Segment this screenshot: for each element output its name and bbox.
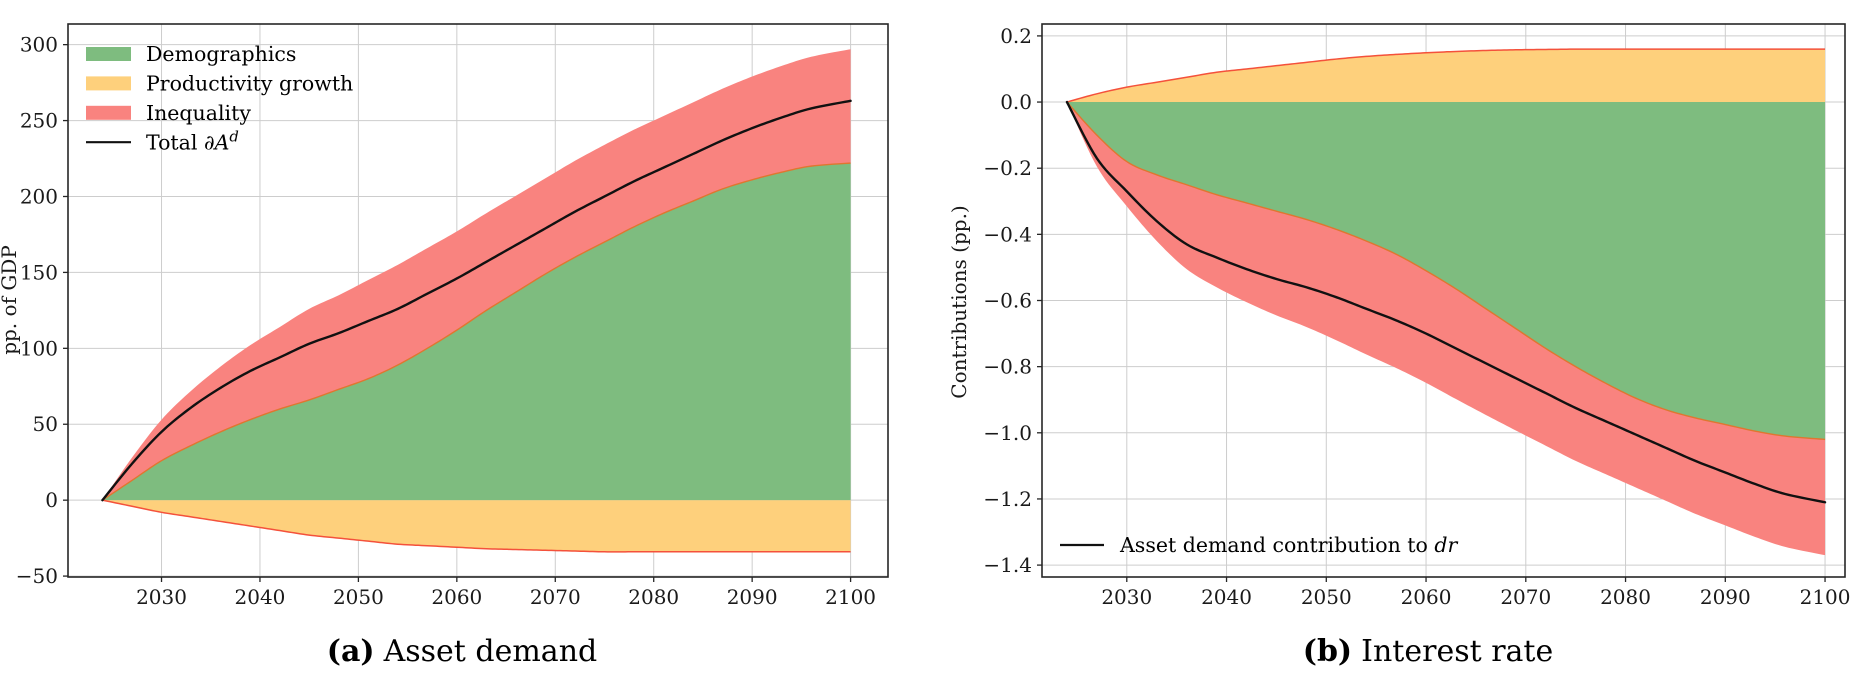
- legend-a: Demographics Productivity growth Inequalit…: [86, 42, 353, 154]
- x-tick-label: 2100: [1800, 585, 1851, 609]
- x-tick-label: 2090: [727, 585, 778, 609]
- axes-spines: [67, 23, 889, 578]
- caption-a-label: (a): [326, 634, 375, 669]
- legend-label: Asset demand contribution to dr: [1119, 533, 1459, 557]
- x-tick-label: 2060: [1401, 585, 1452, 609]
- y-axis-label-a: pp. of GDP: [0, 245, 21, 355]
- y-tick-label: 200: [20, 184, 58, 208]
- y-tick-label: 0: [45, 488, 58, 512]
- legend-label: Total ∂Ad: [146, 128, 239, 154]
- legend-label: Demographics: [146, 42, 296, 66]
- y-tick-label: 300: [20, 33, 58, 57]
- y-tick-label: −0.4: [983, 222, 1032, 246]
- productivity-edge-line: [1066, 48, 1826, 103]
- area-productivity-growth: [102, 500, 851, 552]
- x-tick-label: 2090: [1700, 585, 1751, 609]
- x-tick-label: 2040: [1201, 585, 1252, 609]
- x-tick-label: 2030: [1101, 585, 1152, 609]
- legend-label: Inequality: [146, 101, 251, 125]
- area-inequality: [1066, 102, 1826, 556]
- caption-b: (b) Interest rate: [1303, 634, 1553, 669]
- total-line: [1065, 100, 1827, 504]
- caption-a: (a) Asset demand: [327, 634, 597, 669]
- legend-b: Asset demand contribution to dr: [1060, 533, 1459, 557]
- legend-label: Productivity growth: [146, 72, 353, 96]
- y-tick-label: −50: [16, 564, 58, 588]
- y-tick-label: −1.4: [983, 553, 1032, 577]
- caption-b-label: (b): [1302, 634, 1353, 669]
- legend-swatch-demographics: [86, 47, 131, 61]
- y-tick-label: −0.8: [983, 355, 1032, 379]
- legend-swatch-productivity-growth: [86, 76, 131, 91]
- x-tick-label: 2070: [1500, 585, 1551, 609]
- x-tick-label: 2080: [1600, 585, 1651, 609]
- caption-b-text: Interest rate: [1361, 634, 1554, 669]
- panel-a: 2030 2040 2050 2060 2070 2080 2090 2100 −50 0 50 10…: [0, 23, 889, 609]
- y-tick-label: 250: [20, 109, 58, 133]
- x-tick-label: 2070: [530, 585, 581, 609]
- y-tick-label: 0.0: [1000, 90, 1032, 114]
- legend-swatch-inequality: [86, 105, 131, 120]
- panel-b: 2030 2040 2050 2060 2070 2080 2090 2100 −1.4 −1.2…: [947, 23, 1851, 609]
- y-tick-label: 150: [20, 260, 58, 284]
- y-tick-label: −1.2: [983, 487, 1032, 511]
- area-inequality: [102, 49, 851, 501]
- y-tick-label: −0.2: [983, 156, 1032, 180]
- y-tick-label: 50: [33, 412, 58, 436]
- demographics-inequality-boundary-line: [1066, 101, 1826, 441]
- y-tick-label: 0.2: [1000, 24, 1032, 48]
- demographics-inequality-boundary-line: [102, 162, 851, 501]
- x-tick-label: 2060: [431, 585, 482, 609]
- y-axis-label-b: Contributions (pp.): [947, 205, 971, 398]
- area-demographics: [102, 163, 851, 501]
- x-tick-label: 2080: [628, 585, 679, 609]
- x-tick-label: 2050: [333, 585, 384, 609]
- y-tick-label: −0.6: [983, 289, 1032, 313]
- y-tick-label: 100: [20, 336, 58, 360]
- x-tick-label: 2050: [1301, 585, 1352, 609]
- x-tick-label: 2040: [235, 585, 286, 609]
- x-tick-label: 2030: [136, 585, 187, 609]
- x-tick-label: 2100: [825, 585, 876, 609]
- total-line: [101, 99, 852, 502]
- area-productivity-growth: [1066, 49, 1826, 103]
- y-tick-label: −1.0: [983, 421, 1032, 445]
- caption-a-text: Asset demand: [383, 634, 598, 669]
- area-demographics: [1066, 102, 1826, 440]
- productivity-edge-line: [102, 499, 851, 553]
